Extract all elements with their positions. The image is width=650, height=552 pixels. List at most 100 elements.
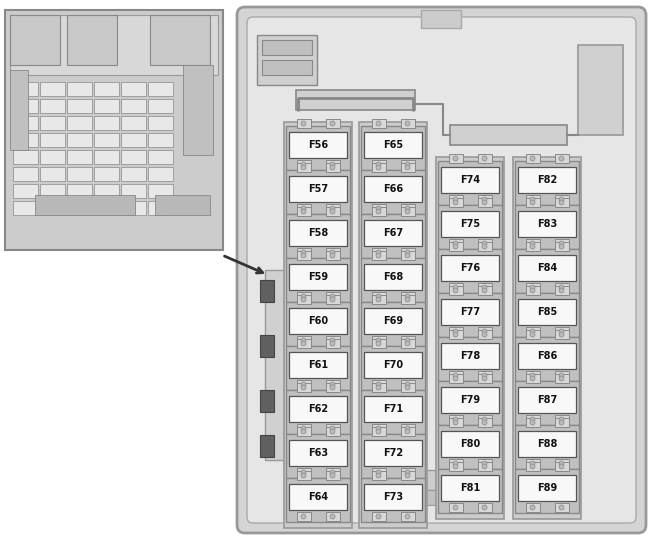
- Bar: [478, 462, 491, 471]
- Bar: [438, 381, 502, 425]
- Bar: [148, 201, 173, 215]
- Circle shape: [453, 420, 458, 425]
- Circle shape: [482, 329, 487, 334]
- Bar: [285, 310, 303, 400]
- Circle shape: [482, 156, 487, 161]
- Circle shape: [301, 165, 306, 170]
- Bar: [148, 150, 173, 164]
- Circle shape: [301, 382, 306, 387]
- Circle shape: [301, 429, 306, 434]
- Bar: [326, 163, 339, 172]
- Circle shape: [405, 209, 410, 214]
- Bar: [296, 90, 415, 110]
- Bar: [13, 116, 38, 130]
- Bar: [364, 176, 422, 202]
- Bar: [518, 343, 576, 369]
- Circle shape: [330, 514, 335, 519]
- Bar: [518, 299, 576, 325]
- Text: F81: F81: [460, 483, 480, 493]
- Text: F65: F65: [383, 140, 403, 150]
- Bar: [289, 220, 347, 246]
- Bar: [361, 390, 425, 434]
- Bar: [515, 337, 579, 381]
- Circle shape: [330, 426, 335, 431]
- Bar: [518, 167, 576, 193]
- Bar: [478, 283, 491, 292]
- Bar: [260, 280, 274, 302]
- Bar: [478, 198, 491, 207]
- FancyBboxPatch shape: [237, 7, 646, 533]
- Circle shape: [301, 426, 306, 431]
- Bar: [554, 330, 569, 339]
- Circle shape: [559, 285, 564, 290]
- Bar: [372, 160, 385, 169]
- Bar: [448, 195, 463, 204]
- Circle shape: [330, 206, 335, 211]
- Bar: [478, 239, 491, 248]
- Bar: [554, 418, 569, 427]
- Text: F59: F59: [308, 272, 328, 282]
- Text: F86: F86: [537, 351, 557, 361]
- Text: F89: F89: [537, 483, 557, 493]
- Bar: [578, 45, 623, 135]
- Circle shape: [330, 121, 335, 126]
- Bar: [423, 490, 459, 505]
- Circle shape: [453, 332, 458, 337]
- Bar: [94, 184, 119, 198]
- Bar: [257, 35, 317, 85]
- Bar: [296, 251, 311, 260]
- Bar: [448, 459, 463, 468]
- Bar: [448, 327, 463, 336]
- Circle shape: [530, 329, 535, 334]
- Circle shape: [405, 429, 410, 434]
- Bar: [441, 475, 499, 501]
- Bar: [286, 258, 350, 302]
- Circle shape: [482, 464, 487, 469]
- Text: F87: F87: [537, 395, 557, 405]
- Bar: [554, 462, 569, 471]
- Circle shape: [530, 417, 535, 422]
- Bar: [441, 343, 499, 369]
- Bar: [326, 512, 339, 521]
- Bar: [121, 82, 146, 96]
- Bar: [296, 471, 311, 480]
- Bar: [260, 435, 274, 457]
- Bar: [40, 82, 65, 96]
- Bar: [296, 292, 311, 301]
- Circle shape: [405, 426, 410, 431]
- Bar: [448, 418, 463, 427]
- Circle shape: [482, 197, 487, 202]
- Bar: [10, 15, 60, 65]
- Bar: [441, 167, 499, 193]
- Circle shape: [301, 250, 306, 255]
- Bar: [525, 330, 540, 339]
- Text: F80: F80: [460, 439, 480, 449]
- Bar: [326, 471, 339, 480]
- Bar: [372, 380, 385, 389]
- Bar: [372, 248, 385, 257]
- Circle shape: [530, 464, 535, 469]
- Circle shape: [530, 200, 535, 205]
- Bar: [525, 239, 540, 248]
- Bar: [67, 99, 92, 113]
- Bar: [121, 99, 146, 113]
- Bar: [372, 424, 385, 433]
- Bar: [364, 132, 422, 158]
- Circle shape: [301, 162, 306, 167]
- Bar: [326, 424, 339, 433]
- Circle shape: [301, 514, 306, 519]
- Bar: [518, 475, 576, 501]
- Bar: [364, 484, 422, 510]
- Circle shape: [559, 156, 564, 161]
- Bar: [289, 132, 347, 158]
- Circle shape: [405, 473, 410, 478]
- Bar: [67, 133, 92, 147]
- Circle shape: [482, 288, 487, 293]
- Bar: [441, 255, 499, 281]
- Bar: [286, 390, 350, 434]
- Bar: [364, 264, 422, 290]
- Bar: [400, 163, 415, 172]
- Bar: [40, 133, 65, 147]
- Text: F82: F82: [537, 175, 557, 185]
- Bar: [518, 387, 576, 413]
